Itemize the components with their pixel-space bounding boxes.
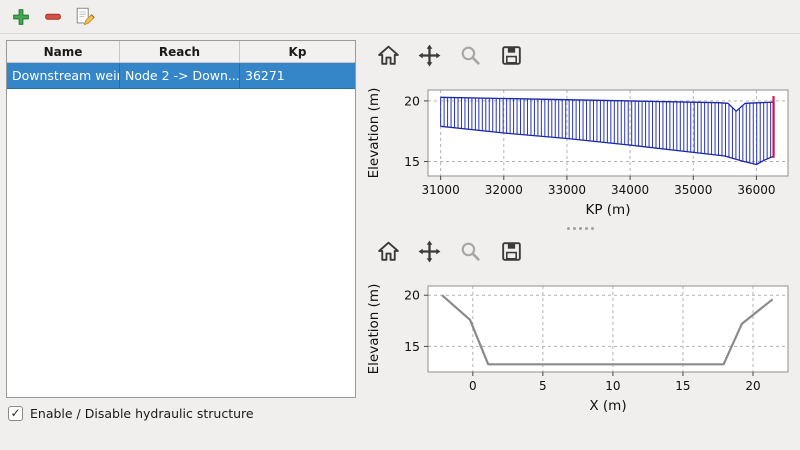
table-header: Name Reach Kp [7,41,355,63]
profile-chart[interactable]: 31000 32000 33000 34000 35000 36000 15 20 KP (m)… [362,72,798,222]
pan-icon [418,240,440,262]
save-icon [501,241,521,261]
svg-text:31000: 31000 [422,183,460,197]
plus-icon [13,8,29,25]
panel-splitter-handle[interactable] [362,222,798,234]
profile-figure-toolbar [362,38,798,72]
home-button[interactable] [374,41,402,69]
svg-text:20: 20 [745,379,760,393]
svg-text:20: 20 [404,288,420,303]
svg-text:15: 15 [404,154,420,169]
home-icon [377,45,399,65]
save-button[interactable] [497,237,525,265]
structures-table: Name Reach Kp Downstream weir Node 2 -> … [6,40,356,398]
remove-structure-button[interactable] [40,4,66,30]
svg-text:35000: 35000 [674,183,712,197]
minus-icon [45,13,61,20]
save-button[interactable] [497,41,525,69]
svg-text:15: 15 [404,339,420,354]
checkmark-icon: ✓ [10,406,21,420]
main-toolbar [0,0,800,34]
home-button[interactable] [374,237,402,265]
enable-structure-checkbox[interactable]: ✓ Enable / Disable hydraulic structure [8,406,254,421]
pan-button[interactable] [415,41,443,69]
add-structure-button[interactable] [8,4,34,30]
svg-text:KP (m): KP (m) [586,202,631,218]
svg-text:Elevation (m): Elevation (m) [366,88,382,179]
edit-icon [76,7,95,26]
magnifier-icon [461,46,480,65]
magnifier-icon [461,242,480,261]
pan-button[interactable] [415,237,443,265]
svg-text:5: 5 [539,379,547,393]
svg-text:10: 10 [605,379,620,393]
column-header-name[interactable]: Name [7,41,120,62]
svg-text:32000: 32000 [485,183,523,197]
cross-section-figure-toolbar [362,234,798,268]
save-icon [501,45,521,65]
cell-structure-kp: 36271 [245,68,285,83]
svg-text:34000: 34000 [611,183,649,197]
svg-text:Elevation (m): Elevation (m) [366,284,382,375]
column-header-reach[interactable]: Reach [120,41,240,62]
checkbox-label: Enable / Disable hydraulic structure [30,406,254,421]
svg-text:36000: 36000 [737,183,775,197]
svg-text:15: 15 [675,379,690,393]
charts-panel: 31000 32000 33000 34000 35000 36000 15 20 KP (m)… [362,38,798,450]
svg-text:0: 0 [469,379,477,393]
svg-text:X (m): X (m) [589,398,626,414]
home-icon [377,241,399,261]
table-row[interactable]: Downstream weir Node 2 -> Down... 36271 [7,63,355,89]
edit-structure-button[interactable] [72,4,98,30]
pan-icon [418,44,440,66]
cell-structure-reach: Node 2 -> Down... [120,63,240,88]
svg-text:20: 20 [404,93,420,108]
cross-section-chart[interactable]: 0 5 10 15 20 15 20 X (m) Elevation (m) [362,268,798,418]
svg-text:33000: 33000 [548,183,586,197]
cell-structure-name: Downstream weir [7,63,120,88]
zoom-button[interactable] [456,41,484,69]
column-header-kp[interactable]: Kp [288,44,307,59]
checkbox-box[interactable]: ✓ [8,406,23,421]
zoom-button[interactable] [456,237,484,265]
